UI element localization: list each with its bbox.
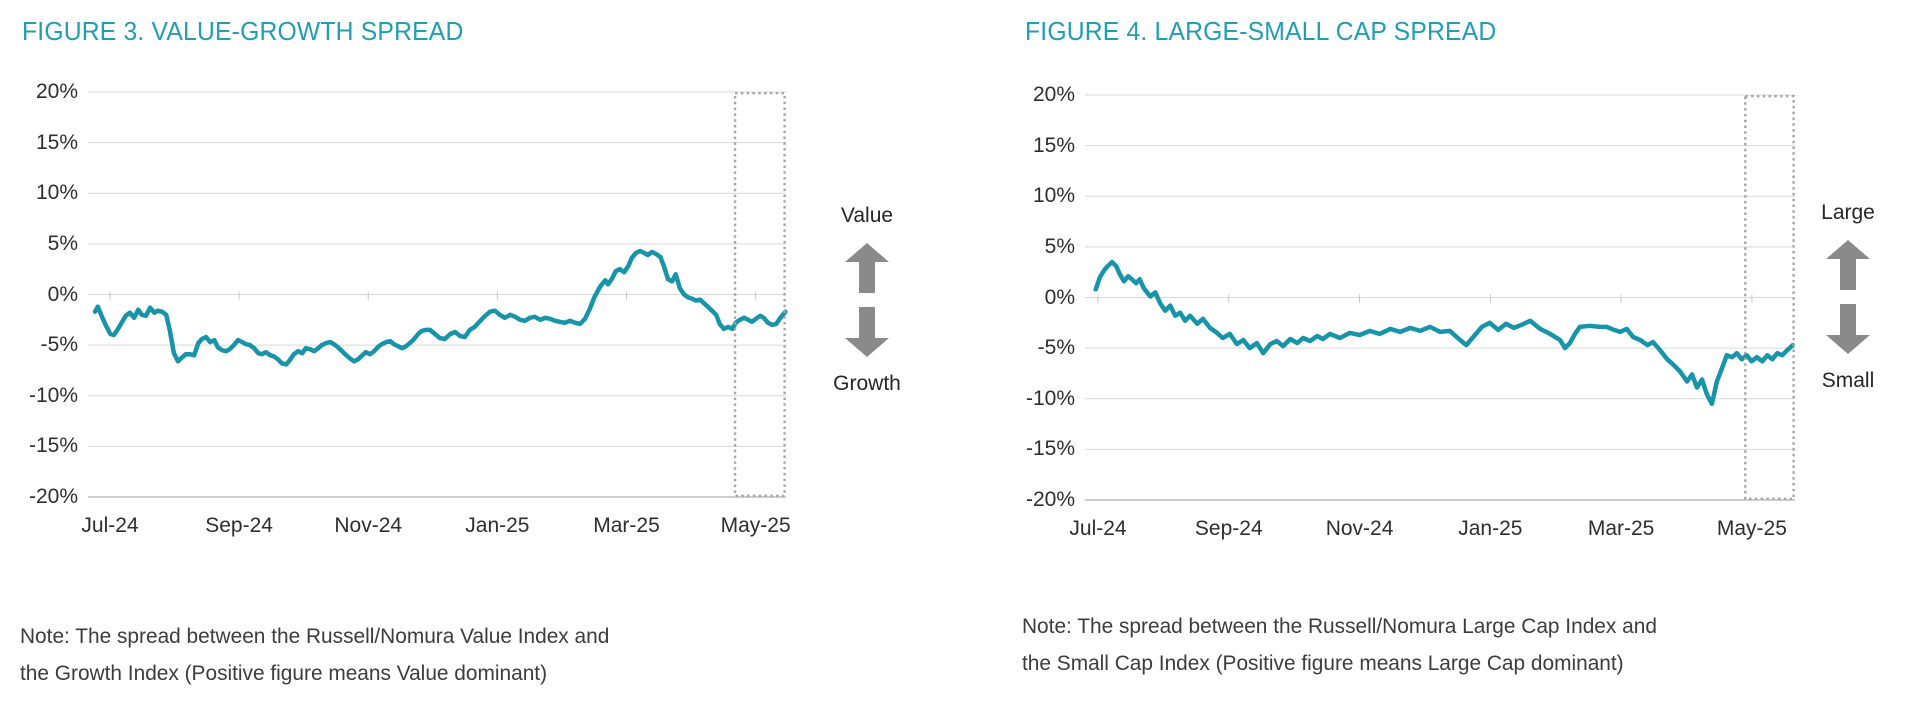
y-axis-tick-label: 15% [35, 130, 78, 154]
x-axis-tick-label: Nov-24 [334, 514, 403, 537]
y-axis-tick-label: -20% [1025, 488, 1075, 511]
figure-3-note: Note: The spread between the Russell/Nom… [20, 618, 609, 692]
recent-period-highlight-box [733, 92, 786, 498]
arrow-down-label: Small [1821, 369, 1875, 392]
x-axis-tick-label: Jan-25 [465, 514, 530, 537]
note-line: the Growth Index (Positive figure means … [20, 661, 548, 685]
x-axis-tick-label: May-25 [1716, 517, 1787, 540]
note-line: Note: The spread between the Russell/Nom… [20, 624, 610, 648]
y-axis-tick-label: -15% [28, 434, 78, 458]
x-axis-tick-label: Nov-24 [1325, 517, 1394, 540]
up-arrow-icon [1826, 240, 1870, 290]
y-axis-tick-label: -5% [1037, 336, 1075, 360]
spread-line [1093, 259, 1796, 407]
figure-4-title: FIGURE 4. LARGE-SMALL CAP SPREAD [1025, 16, 1497, 46]
x-axis-tick-label: Jul-24 [81, 514, 139, 537]
y-axis-tick-label: 0% [47, 282, 78, 306]
y-axis-tick-label: -15% [1025, 437, 1075, 461]
value-growth-spread-chart: 20% 15% 10% 5% 0% -5% -10% -15% -20% Jul-24 Sep-24… [29, 80, 791, 537]
x-axis-tick-label: Jan-25 [1458, 517, 1523, 540]
arrow-down-label: Growth [833, 372, 901, 395]
x-axis-tick-label: May-25 [720, 514, 791, 537]
large-small-cap-spread-chart: 20% 15% 10% 5% 0% -5% -10% -15% -20% Jul-24 Sep-24… [1026, 83, 1796, 540]
arrow-up-label: Large [1821, 201, 1875, 224]
down-arrow-icon [1826, 304, 1870, 354]
x-axis-tick-label: Sep-24 [205, 514, 273, 537]
figure-4-note: Note: The spread between the Russell/Nom… [1022, 608, 1657, 682]
x-axis-tick-label: Jul-24 [1069, 517, 1127, 540]
recent-period-highlight-box [1744, 95, 1795, 501]
spread-line [92, 248, 788, 367]
up-arrow-icon [845, 243, 889, 293]
y-axis-tick-label: -20% [28, 485, 78, 508]
y-axis-tick-label: 20% [1032, 83, 1075, 106]
y-axis-tick-label: 20% [35, 80, 78, 103]
note-line: the Small Cap Index (Positive figure mea… [1022, 651, 1624, 675]
plot-area [88, 91, 788, 498]
figure-4-direction-legend: Large Small [1800, 200, 1896, 394]
y-axis-tick-label: -10% [1025, 386, 1075, 410]
arrow-up-label: Value [840, 204, 894, 227]
down-arrow-icon [845, 307, 889, 357]
y-axis-tick-label: -10% [28, 383, 78, 407]
figure-3-direction-legend: Value Growth [819, 203, 915, 397]
y-axis-tick-label: -5% [40, 333, 78, 357]
y-axis-tick-label: 10% [1032, 184, 1075, 208]
y-axis-tick-label: 5% [1044, 234, 1075, 258]
y-axis-tick-label: 10% [35, 181, 78, 205]
y-axis-tick-label: 15% [1032, 133, 1075, 157]
figure-3-title: FIGURE 3. VALUE-GROWTH SPREAD [22, 16, 464, 46]
note-line: Note: The spread between the Russell/Nom… [1022, 614, 1657, 638]
x-axis-tick-label: Sep-24 [1194, 517, 1263, 540]
y-axis-tick-label: 5% [47, 231, 78, 255]
y-axis-tick-label: 0% [1044, 285, 1075, 309]
x-axis-tick-label: Mar-25 [593, 514, 660, 537]
plot-area [1085, 94, 1796, 501]
x-axis-tick-label: Mar-25 [1587, 517, 1655, 540]
